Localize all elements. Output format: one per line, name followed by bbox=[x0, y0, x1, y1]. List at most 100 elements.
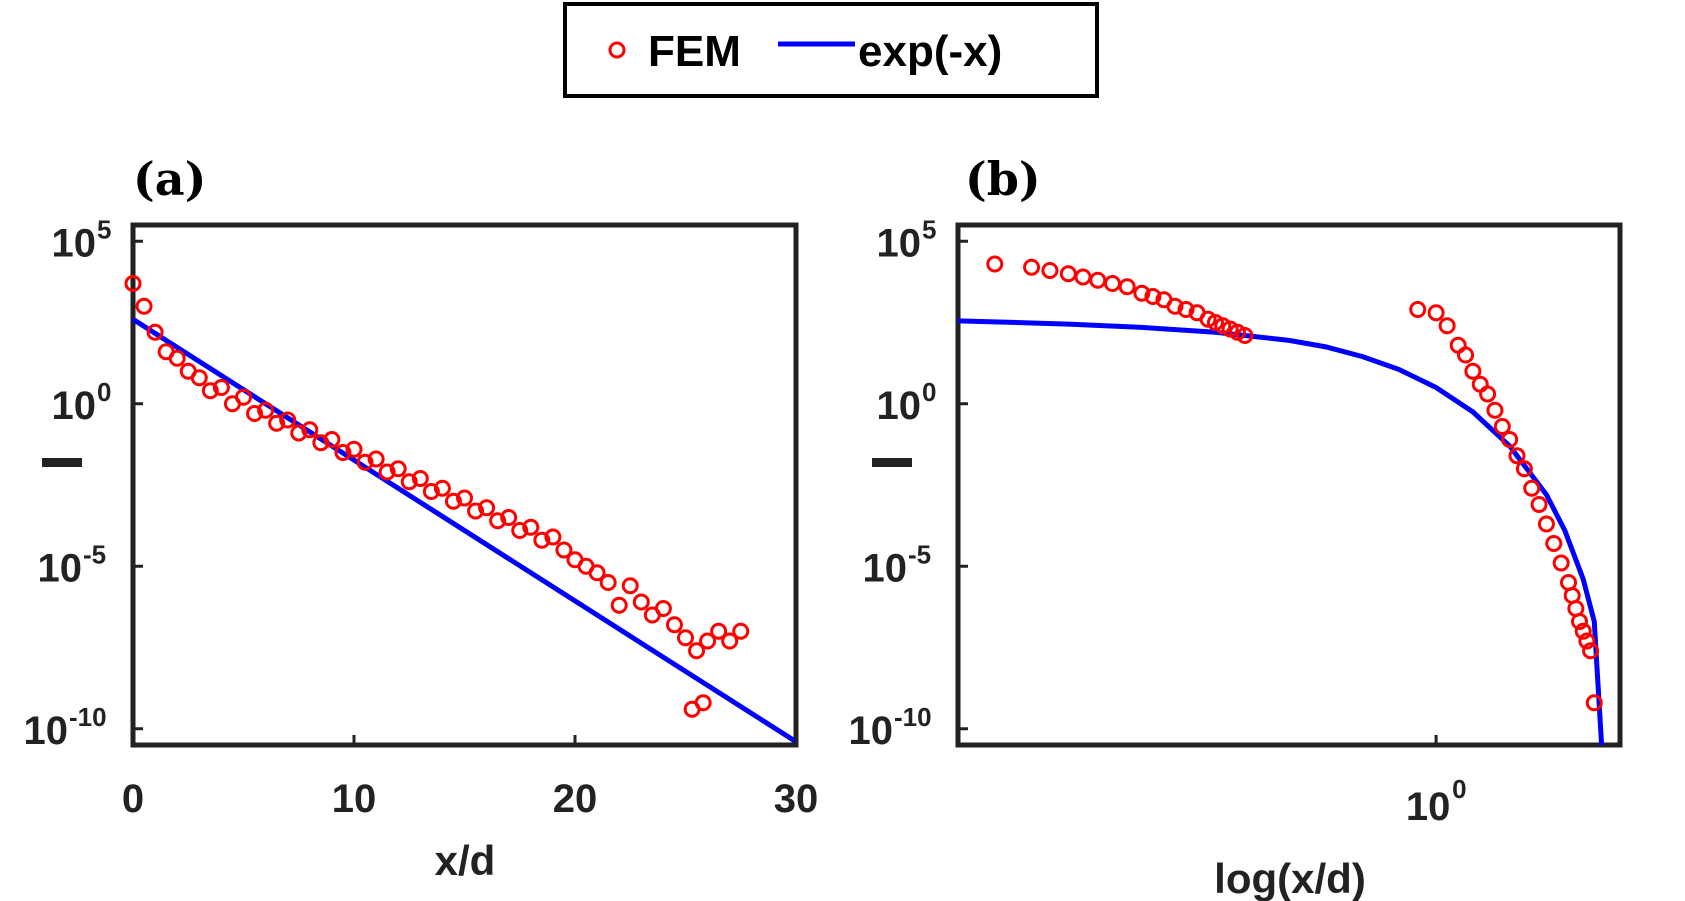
panel-b-y-tick-exp: 0 bbox=[922, 377, 936, 407]
panel-a-fem-point bbox=[533, 531, 551, 549]
panel-b-y-tick-label: 10 bbox=[863, 546, 908, 590]
panel-a-y-tick-label: 10 bbox=[52, 221, 97, 265]
panel-b-y-tick-label: 10 bbox=[849, 709, 894, 753]
panel-a-xlabel: x/d bbox=[435, 837, 496, 884]
panel-a-fem-point bbox=[235, 388, 252, 406]
panel-b-x-ticks: 10 0 bbox=[1406, 735, 1467, 829]
panel-a-fem-point bbox=[190, 369, 208, 387]
panel-a-fem-point bbox=[677, 629, 694, 647]
panel-a-fem-point bbox=[246, 405, 264, 422]
panel-b-y-tick-exp: 5 bbox=[922, 214, 936, 244]
panel-b-fem-point bbox=[1571, 613, 1589, 630]
panel-a-fem-point bbox=[411, 470, 429, 487]
panel-a-fem-point bbox=[268, 414, 286, 432]
panel-a-fem-point bbox=[610, 596, 628, 614]
panel-a-fem-point bbox=[323, 431, 341, 448]
panel-a-fem-point bbox=[544, 528, 562, 546]
panel-a-y-tick-exp: -5 bbox=[83, 539, 106, 569]
panel-a-plot-area bbox=[130, 222, 799, 748]
panel-b-fem-point bbox=[1515, 460, 1533, 478]
panel-b-fem-point bbox=[1409, 301, 1427, 318]
panel-b-fit-series bbox=[957, 318, 1605, 746]
panel-a-fem-point bbox=[522, 518, 540, 536]
panel-a-fem-point bbox=[378, 463, 396, 481]
legend: FEM exp(-x) bbox=[563, 2, 1099, 98]
panel-a-fem-point bbox=[732, 622, 750, 640]
panel-a-x-tick-label: 20 bbox=[553, 777, 598, 821]
panel-a-fem-point bbox=[444, 492, 462, 510]
panel-a-fem-point bbox=[467, 502, 485, 520]
panel-a-x-tick-label: 30 bbox=[774, 777, 819, 821]
panel-b-y-tick-exp: -5 bbox=[908, 539, 931, 569]
panel-b-fem-point bbox=[986, 255, 1004, 273]
panel-a-fem-point bbox=[433, 479, 451, 497]
panel-a-fem-point bbox=[301, 421, 319, 439]
panel-a-label: (a) bbox=[133, 152, 206, 206]
panel-a-fem-point bbox=[400, 473, 418, 491]
panel-b-fem-point bbox=[1486, 401, 1504, 419]
panel-b-fem-point bbox=[1545, 535, 1563, 552]
panel-a-fem-point bbox=[356, 453, 374, 471]
panel-a-y-tick-label: 10 bbox=[52, 384, 97, 428]
panel-b-ylabel-dash bbox=[872, 458, 912, 467]
panel-a-x-tick-label: 0 bbox=[122, 777, 144, 821]
panel-b-fem-point bbox=[1041, 262, 1059, 279]
panel-a-fem-point bbox=[721, 632, 739, 650]
panel-b-fem-series bbox=[986, 255, 1603, 712]
panel-b-y-tick-label: 10 bbox=[877, 221, 922, 265]
panel-b-fem-point bbox=[1118, 278, 1136, 296]
panel-a-fem-point bbox=[588, 564, 606, 582]
panel-b-fem-point bbox=[1236, 327, 1254, 344]
panel-a-fem-point bbox=[489, 512, 507, 530]
panel-a-fem-point bbox=[334, 444, 352, 461]
panel-a-fem-point bbox=[478, 499, 496, 517]
panel-a-fem-point bbox=[654, 600, 672, 617]
panel-a-y-tick-exp: 0 bbox=[97, 377, 111, 407]
panel-a-fem-point bbox=[500, 509, 518, 526]
panel-a-fem-point bbox=[290, 424, 308, 442]
panel-b-x-tick-label: 10 bbox=[1406, 785, 1451, 829]
panel-a-fem-point bbox=[367, 450, 385, 468]
panel-a-fem-point bbox=[694, 694, 712, 712]
panel-a-fem-point bbox=[456, 489, 473, 507]
legend-fem-marker-icon bbox=[608, 41, 626, 59]
panel-b-fem-point bbox=[1133, 284, 1151, 302]
panel-a-fem-point bbox=[699, 632, 717, 650]
panel-a-fem-point bbox=[621, 577, 639, 595]
panel-b-fem-point bbox=[1457, 346, 1475, 364]
panel-b-plot-area bbox=[955, 222, 1623, 748]
panel-a-fem-point bbox=[422, 483, 440, 500]
panel-a-fem-point bbox=[201, 382, 219, 400]
panel-a-y-tick-label: 10 bbox=[24, 709, 69, 753]
panel-a-fem-point bbox=[599, 574, 617, 591]
panel-a-fem-point bbox=[257, 401, 275, 419]
panel-b-fem-point bbox=[1552, 554, 1570, 572]
panel-b-fem-point bbox=[1523, 479, 1541, 497]
panel-b-fem-point bbox=[1508, 447, 1526, 465]
panel-a-fem-point bbox=[665, 616, 683, 634]
panel-a-x-tick-label: 10 bbox=[332, 777, 377, 821]
panel-b-fem-point bbox=[1166, 297, 1184, 315]
panel-a-fem-point bbox=[135, 297, 153, 315]
panel-b-fem-point bbox=[1144, 288, 1162, 305]
panel-b-fem-point bbox=[1438, 317, 1456, 335]
panel-b-fem-point bbox=[1493, 418, 1511, 435]
panel-a-fem-point bbox=[511, 522, 529, 539]
panel-a-fem-point bbox=[124, 275, 142, 292]
panel-a-fem-point bbox=[688, 642, 706, 660]
panel-a-fem-point bbox=[168, 349, 186, 367]
panel-a-fem-point bbox=[555, 541, 573, 559]
panel-b-fem-point bbox=[1530, 496, 1548, 513]
panel-b-fem-point bbox=[1574, 622, 1592, 640]
panel-b-fem-point bbox=[1177, 301, 1195, 318]
panel-a-fem-point bbox=[345, 440, 363, 458]
panel-b-fem-point bbox=[1464, 362, 1482, 380]
panel-b-fem-point bbox=[1501, 431, 1519, 448]
panel-a-fem-series bbox=[124, 275, 750, 718]
panel-b-fem-point bbox=[1582, 642, 1600, 660]
